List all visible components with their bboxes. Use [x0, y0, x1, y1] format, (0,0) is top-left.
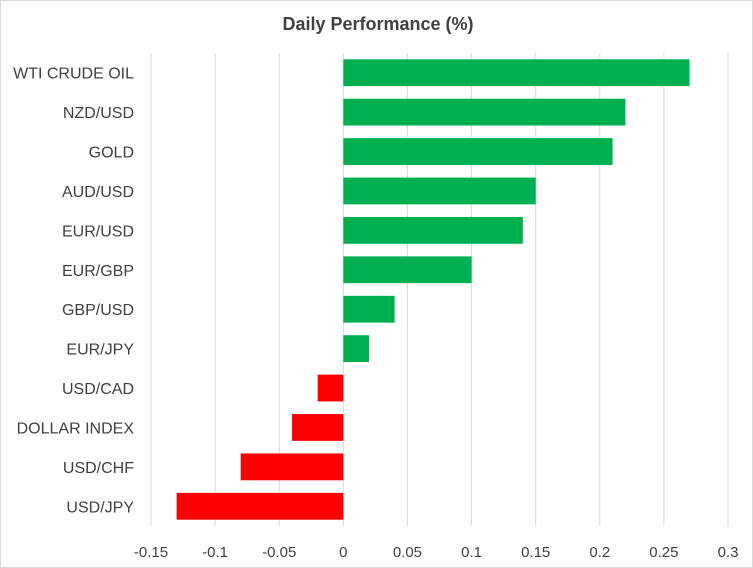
- x-tick-label: -0.15: [134, 544, 168, 561]
- bar: [343, 295, 395, 323]
- bar: [343, 216, 523, 244]
- bar: [240, 453, 344, 481]
- bar: [317, 374, 344, 402]
- category-label: EUR/USD: [62, 223, 134, 240]
- gridlines: [150, 53, 729, 526]
- category-label: USD/CAD: [62, 381, 134, 398]
- x-tick-label: 0.2: [589, 544, 610, 561]
- bar: [343, 138, 613, 165]
- x-tick-label: 0.1: [461, 544, 482, 561]
- category-label: GOLD: [89, 145, 134, 162]
- x-tick-label: 0.15: [521, 544, 550, 561]
- category-label: EUR/GBP: [62, 263, 134, 280]
- category-label: AUD/USD: [62, 184, 134, 201]
- category-label: USD/JPY: [66, 499, 134, 516]
- category-label: GBP/USD: [62, 302, 134, 319]
- bars: [176, 59, 690, 520]
- category-label: DOLLAR INDEX: [17, 420, 135, 437]
- category-labels: WTI CRUDE OIL NZD/USD GOLD AUD/USD EUR/USD EU…: [13, 66, 134, 517]
- bar: [343, 335, 369, 363]
- chart-title: Daily Performance (%): [282, 14, 473, 34]
- x-tick-label: 0: [339, 544, 347, 561]
- category-label: NZD/USD: [63, 105, 134, 122]
- x-tick-label: 0.05: [393, 544, 422, 561]
- category-label: USD/CHF: [63, 460, 134, 477]
- category-label: EUR/JPY: [66, 342, 134, 359]
- x-tick-label: -0.1: [202, 544, 228, 561]
- x-tick-labels: -0.15 -0.1 -0.05 0 0.05 0.1 0.15 0.2 0.25 0.3: [134, 544, 739, 561]
- bar: [343, 177, 536, 205]
- bar: [343, 256, 472, 284]
- bar: [176, 492, 344, 520]
- category-label: WTI CRUDE OIL: [13, 66, 134, 83]
- x-tick-label: 0.25: [649, 544, 678, 561]
- bar: [292, 414, 344, 441]
- x-tick-label: -0.05: [262, 544, 296, 561]
- x-tick-label: 0.3: [718, 544, 739, 561]
- bar: [343, 98, 626, 126]
- bar: [343, 59, 690, 87]
